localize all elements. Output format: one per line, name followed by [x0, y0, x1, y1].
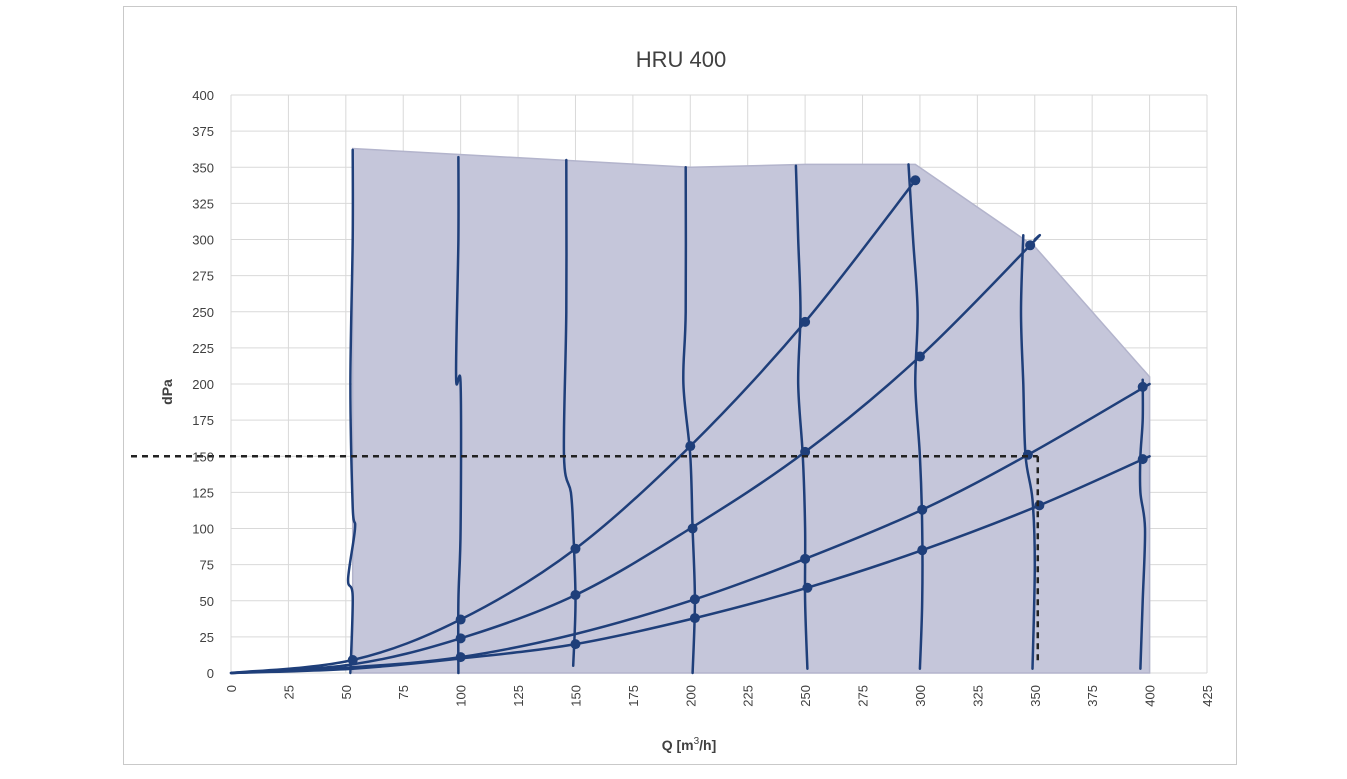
y-tick-label: 400: [192, 88, 214, 103]
x-tick-label: 100: [454, 685, 469, 707]
x-axis-title-tail: /h]: [699, 737, 716, 753]
y-tick-label: 100: [192, 522, 214, 537]
data-point: [1022, 449, 1033, 460]
data-point: [800, 316, 811, 327]
x-tick-label: 75: [396, 685, 411, 699]
fan-speed-curve: [907, 163, 924, 670]
x-tick-label: 400: [1143, 685, 1158, 707]
y-tick-label: 200: [192, 377, 214, 392]
y-tick-label: 325: [192, 196, 214, 211]
fan-speed-curve: [562, 158, 577, 668]
x-tick-label: 325: [970, 685, 985, 707]
y-tick-label: 175: [192, 413, 214, 428]
data-point: [689, 594, 700, 605]
data-point: [570, 589, 581, 600]
data-point: [1137, 454, 1148, 465]
y-tick-label: 75: [200, 558, 214, 573]
data-point: [455, 633, 466, 644]
data-point: [914, 351, 925, 362]
y-tick-label: 300: [192, 233, 214, 248]
x-tick-label: 175: [626, 685, 641, 707]
data-point: [687, 523, 698, 534]
x-tick-label: 350: [1028, 685, 1043, 707]
fan-speed-curve: [1138, 378, 1147, 670]
x-tick-label: 25: [281, 685, 296, 699]
operating-point-layer: [131, 455, 1040, 665]
y-tick-label: 375: [192, 124, 214, 139]
y-tick-label: 225: [192, 341, 214, 356]
data-point: [917, 504, 928, 515]
fan-curves-layer: [346, 148, 1147, 675]
y-tick-label: 275: [192, 269, 214, 284]
operating-area-layer: [351, 147, 1151, 674]
x-tick-label: 125: [511, 685, 526, 707]
data-point: [1034, 500, 1045, 511]
y-tick-label: 150: [192, 449, 214, 464]
axis-layer: 0255075100125150175200225250275300325350…: [192, 88, 1215, 707]
y-tick-label: 125: [192, 485, 214, 500]
y-tick-label: 50: [200, 594, 214, 609]
data-point: [917, 545, 928, 556]
x-tick-label: 200: [683, 685, 698, 707]
y-tick-label: 0: [207, 666, 214, 681]
data-point: [685, 441, 696, 452]
x-tick-label: 0: [224, 685, 239, 692]
data-point: [455, 614, 466, 625]
y-tick-label: 350: [192, 160, 214, 175]
x-tick-label: 275: [856, 685, 871, 707]
chart-svg: HRU 400 02550751001251501752002252502753…: [131, 47, 1215, 753]
data-point: [455, 652, 466, 663]
x-axis-title-superscript: 3: [694, 736, 700, 747]
data-point: [910, 175, 921, 186]
data-point: [347, 654, 358, 665]
chart-title: HRU 400: [636, 47, 726, 72]
data-point: [1137, 381, 1148, 392]
fan-speed-curve: [794, 164, 809, 670]
y-axis-title: dPa: [159, 379, 175, 405]
x-axis-title-main: Q [m: [662, 737, 694, 753]
data-point: [570, 543, 581, 554]
x-tick-label: 150: [568, 685, 583, 707]
x-tick-label: 250: [798, 685, 813, 707]
x-tick-label: 375: [1085, 685, 1100, 707]
operating-area: [351, 147, 1151, 674]
data-point: [802, 582, 813, 593]
chart-frame: HRU 400 0 25 50 75 100 125 150 175 200 225 250 275 3…: [123, 6, 1237, 765]
data-point: [800, 553, 811, 564]
data-point: [800, 446, 811, 457]
y-tick-label: 25: [200, 630, 214, 645]
data-point: [1025, 240, 1036, 251]
y-tick-label: 250: [192, 305, 214, 320]
data-point: [570, 639, 581, 650]
fan-speed-curve: [454, 155, 463, 675]
x-tick-label: 425: [1200, 685, 1215, 707]
x-tick-label: 50: [339, 685, 354, 699]
fan-speed-curve: [346, 148, 357, 675]
x-tick-label: 300: [913, 685, 928, 707]
data-point: [689, 613, 700, 624]
x-axis-title: Q [m3/h]: [662, 736, 717, 753]
x-tick-label: 225: [741, 685, 756, 707]
